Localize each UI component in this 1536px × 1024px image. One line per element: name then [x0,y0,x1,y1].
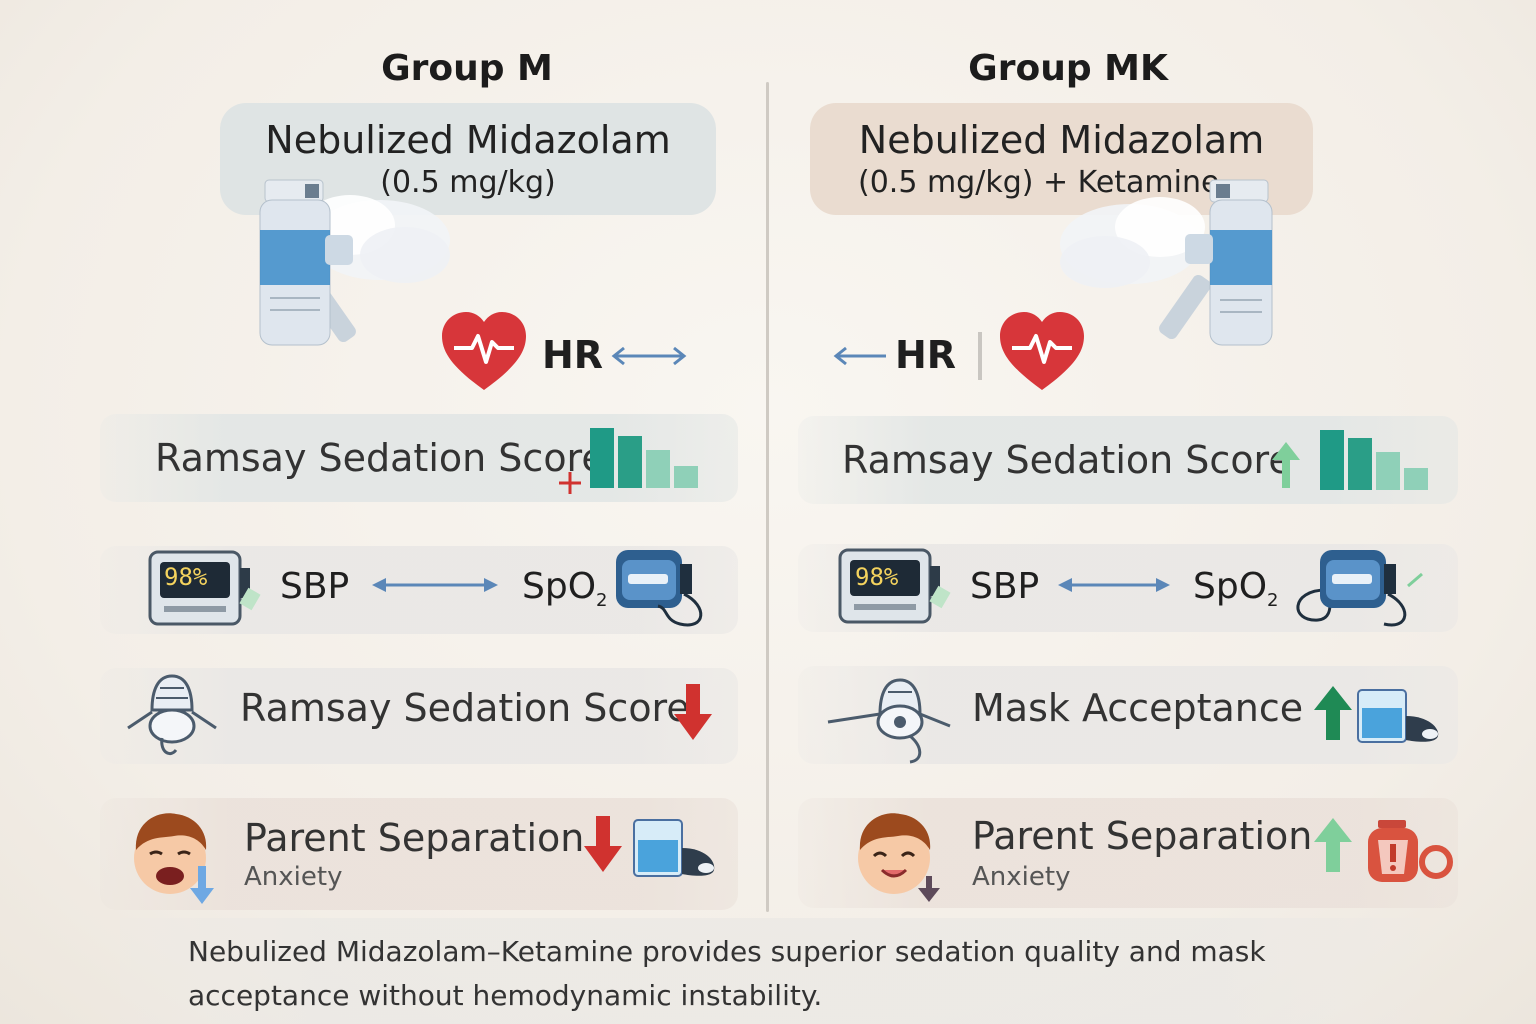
bar-chart-icon [1320,430,1428,490]
up-arrow-icon [1314,818,1352,872]
group-mk-drug-name: Nebulized Midazolam [858,118,1265,162]
group-mk-mask-label: Mask Acceptance [972,686,1304,730]
group-m-drug-dose: (0.5 mg/kg) [380,165,556,200]
footer-band [120,918,1420,1024]
face-mask-icon [827,678,951,764]
down-arrow-icon [674,684,712,740]
group-mk-title: Group MK [968,48,1168,89]
double-arrow-icon [372,578,498,592]
heart-ecg-icon [1000,312,1084,390]
center-divider [766,82,769,912]
group-mk-oximeter-reading: 98% [855,563,899,591]
heart-ecg-icon [442,312,526,390]
child-face-icon [858,813,940,902]
down-arrow-icon [584,816,622,872]
group-m-mask-row [100,668,738,764]
separator-bar [978,332,982,380]
group-mk-spo2-label: SpO2 [1193,566,1279,612]
group-mk-drug-dose: (0.5 mg/kg) + Ketamine [858,165,1220,200]
plus-icon [559,472,581,494]
group-m-hr-label: HR [542,333,604,377]
child-face-icon [134,813,214,904]
group-m-title: Group M [381,48,553,89]
group-m-parent-label: Parent Separation [244,816,585,860]
group-m-oximeter-reading: 98% [164,563,208,591]
group-mk-parent-label: Parent Separation [972,814,1313,858]
group-m-sedation-label: Ramsay Sedation Score [155,436,605,480]
nebulizer-icon [259,179,450,346]
group-mk-parent-sub: Anxiety [972,862,1071,892]
group-mk-hr-label: HR [895,333,957,377]
double-arrow-icon [1058,578,1170,592]
group-m-sbp-label: SBP [280,566,350,607]
group-mk-sbp-label: SBP [970,566,1040,607]
left-arrow-icon [833,346,886,366]
blood-pressure-cuff-icon [616,550,703,627]
face-mask-icon [127,674,217,755]
pulse-oximeter-icon [838,548,951,624]
group-m-mask-label: Ramsay Sedation Score [240,686,690,730]
group-m-drug-name: Nebulized Midazolam [265,118,671,162]
blood-pressure-cuff-icon [1296,550,1423,627]
conclusion-text: Nebulized Midazolam–Ketamine provides su… [188,935,1266,1012]
up-arrow-icon [1314,686,1352,740]
group-m-spo2-label: SpO2 [522,566,608,612]
up-arrow-icon [1272,442,1300,488]
infusion-box-icon [633,819,715,877]
double-arrow-icon [611,346,687,366]
bar-chart-icon [590,428,698,488]
group-mk-sedation-label: Ramsay Sedation Score [842,438,1292,482]
infusion-box-icon [1357,689,1439,743]
group-m-parent-sub: Anxiety [244,862,343,892]
alert-bottle-icon [1368,820,1453,882]
pulse-oximeter-icon [148,550,261,626]
nebulizer-icon [1060,179,1273,346]
